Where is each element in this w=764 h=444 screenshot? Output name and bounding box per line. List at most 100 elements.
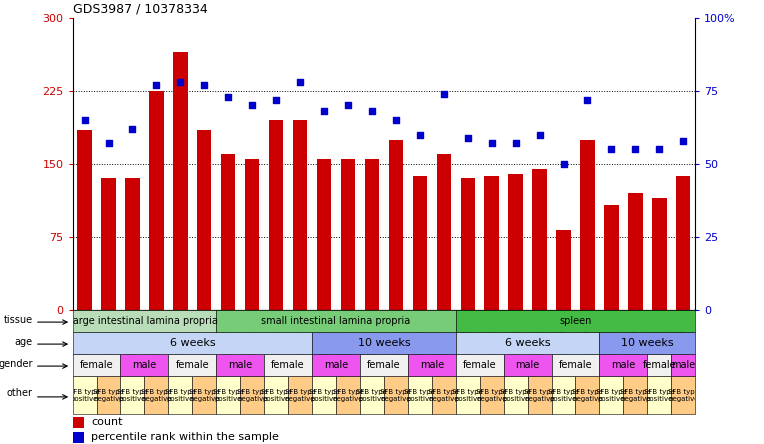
Bar xyxy=(647,354,672,376)
Bar xyxy=(360,354,408,376)
Text: SFB type
positive: SFB type positive xyxy=(404,388,435,401)
Bar xyxy=(341,159,355,310)
Bar xyxy=(456,332,600,354)
Point xyxy=(318,108,330,115)
Text: SFB type
positive: SFB type positive xyxy=(500,388,531,401)
Bar xyxy=(73,376,96,414)
Point xyxy=(414,131,426,138)
Text: SFB type
positive: SFB type positive xyxy=(452,388,483,401)
Text: count: count xyxy=(91,417,123,428)
Text: SFB type
negative: SFB type negative xyxy=(380,388,411,401)
Point xyxy=(461,134,474,141)
Point xyxy=(390,116,402,123)
Text: gender: gender xyxy=(0,359,33,369)
Text: age: age xyxy=(15,337,33,347)
Text: female: female xyxy=(271,360,305,370)
Bar xyxy=(672,354,695,376)
Text: SFB type
positive: SFB type positive xyxy=(213,388,244,401)
Text: SFB type
positive: SFB type positive xyxy=(644,388,675,401)
Bar xyxy=(408,354,456,376)
Bar xyxy=(456,354,503,376)
Bar xyxy=(384,376,408,414)
Text: SFB type
negative: SFB type negative xyxy=(476,388,507,401)
Point xyxy=(486,140,498,147)
Text: SFB type
positive: SFB type positive xyxy=(261,388,292,401)
Text: GDS3987 / 10378334: GDS3987 / 10378334 xyxy=(73,2,207,15)
Text: SFB type
negative: SFB type negative xyxy=(524,388,555,401)
Bar xyxy=(221,154,235,310)
Point xyxy=(246,102,258,109)
Bar xyxy=(121,376,144,414)
Bar xyxy=(413,175,427,310)
Bar xyxy=(533,169,547,310)
Bar xyxy=(73,332,312,354)
Text: female: female xyxy=(367,360,401,370)
Bar xyxy=(509,174,523,310)
Bar xyxy=(604,205,619,310)
Point xyxy=(653,146,665,153)
Text: male: male xyxy=(611,360,636,370)
Bar xyxy=(73,432,84,443)
Text: male: male xyxy=(671,360,695,370)
Point xyxy=(174,79,186,86)
Bar xyxy=(125,178,140,310)
Point xyxy=(438,90,450,97)
Text: male: male xyxy=(516,360,539,370)
Bar xyxy=(581,139,594,310)
Text: 10 weeks: 10 weeks xyxy=(358,338,410,348)
Text: SFB type
positive: SFB type positive xyxy=(357,388,387,401)
Bar xyxy=(628,193,643,310)
Bar xyxy=(312,332,456,354)
Bar xyxy=(264,376,288,414)
Text: SFB type
negative: SFB type negative xyxy=(668,388,699,401)
Bar xyxy=(623,376,647,414)
Text: SFB type
negative: SFB type negative xyxy=(429,388,459,401)
Bar xyxy=(173,52,187,310)
Point xyxy=(79,116,91,123)
Bar xyxy=(456,310,695,332)
Point xyxy=(533,131,545,138)
Bar xyxy=(676,175,691,310)
Bar xyxy=(503,354,552,376)
Text: SFB type
positive: SFB type positive xyxy=(165,388,196,401)
Bar xyxy=(556,230,571,310)
Bar xyxy=(144,376,168,414)
Bar xyxy=(575,376,600,414)
Bar xyxy=(672,376,695,414)
Bar xyxy=(552,376,575,414)
Bar xyxy=(73,354,121,376)
Text: 6 weeks: 6 weeks xyxy=(170,338,215,348)
Point xyxy=(510,140,522,147)
Text: SFB type
positive: SFB type positive xyxy=(596,388,626,401)
Text: SFB type
negative: SFB type negative xyxy=(141,388,172,401)
Point xyxy=(294,79,306,86)
Bar xyxy=(600,332,695,354)
Text: tissue: tissue xyxy=(4,315,33,325)
Bar xyxy=(503,376,528,414)
Text: SFB type
negative: SFB type negative xyxy=(285,388,316,401)
Bar xyxy=(73,310,216,332)
Bar xyxy=(149,91,163,310)
Bar xyxy=(96,376,121,414)
Bar xyxy=(216,354,264,376)
Text: male: male xyxy=(324,360,348,370)
Point xyxy=(102,140,115,147)
Bar xyxy=(245,159,260,310)
Bar xyxy=(436,154,451,310)
Point xyxy=(677,137,689,144)
Bar xyxy=(312,376,336,414)
Bar xyxy=(317,159,332,310)
Point xyxy=(222,93,235,100)
Text: percentile rank within the sample: percentile rank within the sample xyxy=(91,432,279,442)
Bar xyxy=(269,120,283,310)
Text: SFB type
negative: SFB type negative xyxy=(620,388,651,401)
Text: SFB type
negative: SFB type negative xyxy=(189,388,220,401)
Bar xyxy=(168,354,216,376)
Point xyxy=(151,81,163,88)
Bar xyxy=(364,159,379,310)
Text: female: female xyxy=(79,360,113,370)
Text: male: male xyxy=(132,360,157,370)
Text: small intestinal lamina propria: small intestinal lamina propria xyxy=(261,316,410,326)
Bar xyxy=(528,376,552,414)
Text: SFB type
positive: SFB type positive xyxy=(309,388,339,401)
